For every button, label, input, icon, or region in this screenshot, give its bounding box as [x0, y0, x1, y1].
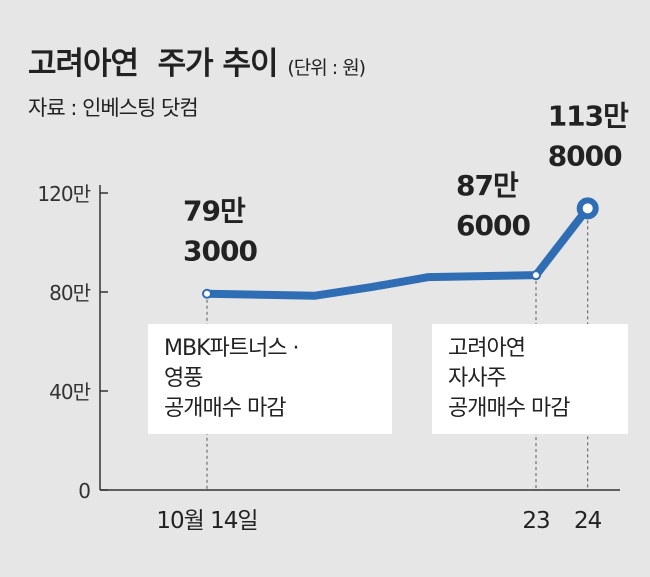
chart-title: 고려아연 주가 추이 (단위 : 원): [28, 38, 366, 83]
x-tick-label: 24: [574, 508, 602, 534]
data-label-line1: 79만: [183, 195, 246, 228]
data-label-line2: 8000: [548, 139, 622, 172]
unit-label: (단위 : 원): [287, 57, 366, 79]
y-tick-label: 40만: [49, 380, 90, 404]
x-tick-label: 10월 14일: [156, 508, 257, 534]
source-label: 자료 : 인베스팅 닷컴: [28, 96, 199, 120]
data-point-end: [576, 197, 599, 220]
y-tick-label: 120만: [37, 182, 90, 206]
x-tick-label: 23: [522, 508, 549, 534]
data-label-line1: 87만: [456, 169, 519, 202]
y-tick-label: 80만: [49, 281, 90, 305]
title-text: 고려아연 주가 추이: [28, 46, 279, 82]
data-label-line2: 6000: [456, 209, 530, 242]
annotation-line: 자사주: [448, 366, 507, 391]
data-label-line1: 113만: [548, 99, 629, 132]
data-label-line2: 3000: [183, 235, 257, 268]
annotation-line: 고려아연: [448, 336, 526, 361]
data-point: [202, 288, 212, 299]
annotation-line: MBK파트너스 ·: [164, 336, 299, 361]
annotation-line: 공개매수 마감: [448, 396, 570, 421]
price-line: [203, 204, 592, 300]
annotation-line: 공개매수 마감: [164, 396, 286, 421]
annotation-line: 영풍: [164, 366, 203, 391]
y-tick-label: 0: [78, 479, 90, 503]
data-point: [531, 270, 541, 281]
